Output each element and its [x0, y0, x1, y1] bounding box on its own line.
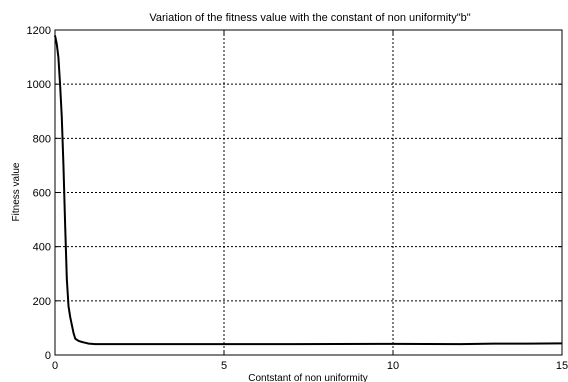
- x-tick-label: 0: [52, 360, 58, 372]
- plot-frame: [54, 29, 563, 356]
- y-tick-label: 800: [33, 133, 51, 145]
- x-tick-label: 15: [556, 360, 568, 372]
- chart-title: Variation of the fitness value with the …: [149, 12, 470, 24]
- series-layer: [54, 35, 563, 346]
- y-tick-label: 1200: [27, 25, 51, 37]
- y-tick-label: 600: [33, 188, 51, 200]
- y-tick-label: 0: [45, 350, 51, 362]
- y-tick-label: 200: [33, 296, 51, 308]
- x-tick-label: 10: [387, 360, 399, 372]
- y-axis-title: Fitness value: [11, 162, 22, 221]
- x-axis-title: Contstant of non uniformity: [248, 373, 368, 382]
- y-tick-label: 400: [33, 242, 51, 254]
- grid: [55, 30, 562, 355]
- fitness-series-line: [54, 35, 563, 346]
- y-tick-label: 1000: [27, 79, 51, 91]
- x-tick-label: 5: [221, 360, 227, 372]
